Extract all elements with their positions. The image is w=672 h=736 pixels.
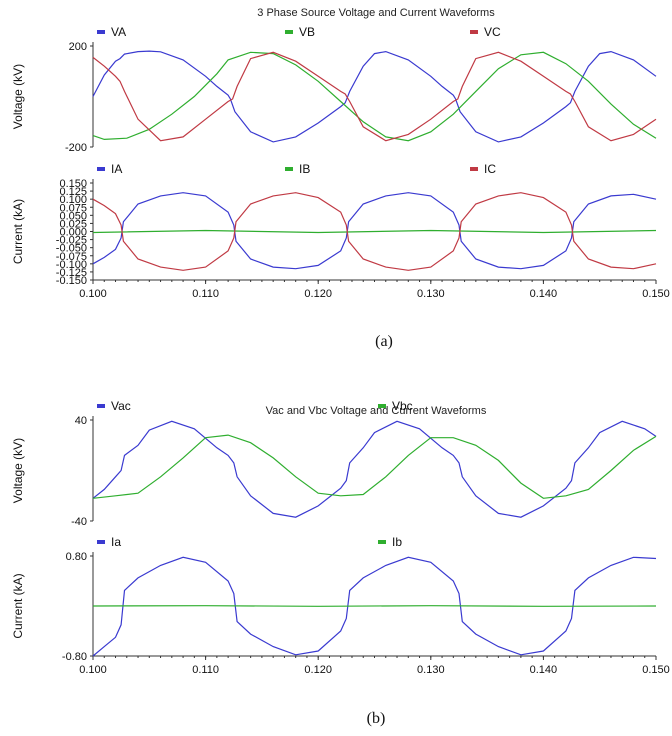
y-tick-label: 200	[69, 41, 87, 53]
y-tick-label: -0.80	[62, 651, 87, 663]
legend-swatch	[97, 167, 105, 171]
series-line-VA	[92, 50, 657, 143]
legend-swatch	[470, 30, 478, 34]
x-tick-label: 0.140	[530, 664, 558, 676]
y-tick-label: -0.050	[56, 243, 87, 255]
chart-a-title: 3 Phase Source Voltage and Current Wavef…	[257, 7, 495, 19]
y-tick-label: -0.075	[56, 251, 87, 263]
y-axis-label: Voltage (kV)	[11, 64, 25, 129]
y-axis-label: Current (kA)	[11, 573, 25, 638]
y-tick-label: -200	[65, 142, 87, 154]
legend-label: VA	[111, 25, 126, 39]
series-line-IC	[92, 192, 657, 271]
legend-label: Ia	[111, 535, 121, 549]
caption-a: (a)	[375, 333, 393, 350]
legend-label: Vbc	[392, 399, 413, 413]
y-tick-label: 0.100	[59, 194, 87, 206]
x-tick-label: 0.150	[642, 288, 670, 300]
series-line-VB	[92, 51, 657, 142]
y-tick-label: -0.125	[56, 267, 87, 279]
y-tick-label: 0.150	[59, 178, 87, 190]
x-tick-label: 0.140	[530, 288, 558, 300]
x-tick-label: 0.120	[304, 664, 332, 676]
y-tick-label: -0.100	[56, 259, 87, 271]
legend-label: Ib	[392, 535, 402, 549]
y-tick-label: 40	[75, 415, 87, 427]
panel-2: 40 -40 Voltage (kV) Vac Vbc	[11, 399, 657, 528]
series-line-Vac	[92, 420, 657, 518]
caption-b: (b)	[367, 710, 386, 727]
x-tick-label: 0.110	[192, 288, 219, 300]
legend-swatch	[378, 540, 386, 544]
x-tick-label: 0.100	[79, 664, 107, 676]
y-tick-label: 0.000	[59, 227, 87, 239]
series-line-Ia	[92, 556, 657, 657]
legend-swatch	[97, 404, 105, 408]
y-tick-label: 0.125	[59, 186, 87, 198]
y-tick-label: 0.075	[59, 202, 87, 214]
panel-3: 0.80 -0.800.100 0.110 0.120 0.130 0.140 0.150 C…	[11, 535, 670, 676]
x-tick-label: 0.150	[642, 664, 670, 676]
series-line-IB	[92, 229, 657, 234]
y-tick-label: 0.80	[66, 551, 87, 563]
y-tick-label: 0.025	[59, 218, 87, 230]
x-tick-label: 0.110	[192, 664, 219, 676]
y-tick-label: 0.050	[59, 210, 87, 222]
series-line-IA	[92, 192, 657, 270]
legend-label: IB	[299, 162, 310, 176]
x-tick-label: 0.130	[417, 288, 445, 300]
x-tick-label: 0.120	[304, 288, 332, 300]
legend-swatch	[378, 404, 386, 408]
legend-label: VB	[299, 25, 315, 39]
x-tick-label: 0.130	[417, 664, 445, 676]
panel-0: 200 -200 Voltage (kV) VA VB VC	[11, 25, 657, 154]
legend-label: IA	[111, 162, 122, 176]
y-tick-label: -0.150	[56, 275, 87, 287]
legend-swatch	[285, 30, 293, 34]
y-tick-label: -0.025	[56, 235, 87, 247]
legend-swatch	[470, 167, 478, 171]
legend-label: Vac	[111, 399, 131, 413]
legend-swatch	[285, 167, 293, 171]
series-line-VC	[92, 51, 657, 142]
legend-swatch	[97, 540, 105, 544]
y-axis-label: Voltage (kV)	[11, 438, 25, 503]
series-line-Ib	[92, 605, 657, 607]
y-tick-label: -40	[71, 516, 87, 528]
legend-label: VC	[484, 25, 501, 39]
x-tick-label: 0.100	[79, 288, 107, 300]
legend-label: IC	[484, 162, 496, 176]
series-line-Vbc	[92, 434, 657, 499]
panel-1: 0.1500.1250.1000.0750.0500.0250.000-0.02…	[11, 162, 670, 300]
chart-b-title: Vac and Vbc Voltage and Current Waveform…	[266, 405, 487, 417]
legend-swatch	[97, 30, 105, 34]
y-axis-label: Current (kA)	[11, 199, 25, 264]
